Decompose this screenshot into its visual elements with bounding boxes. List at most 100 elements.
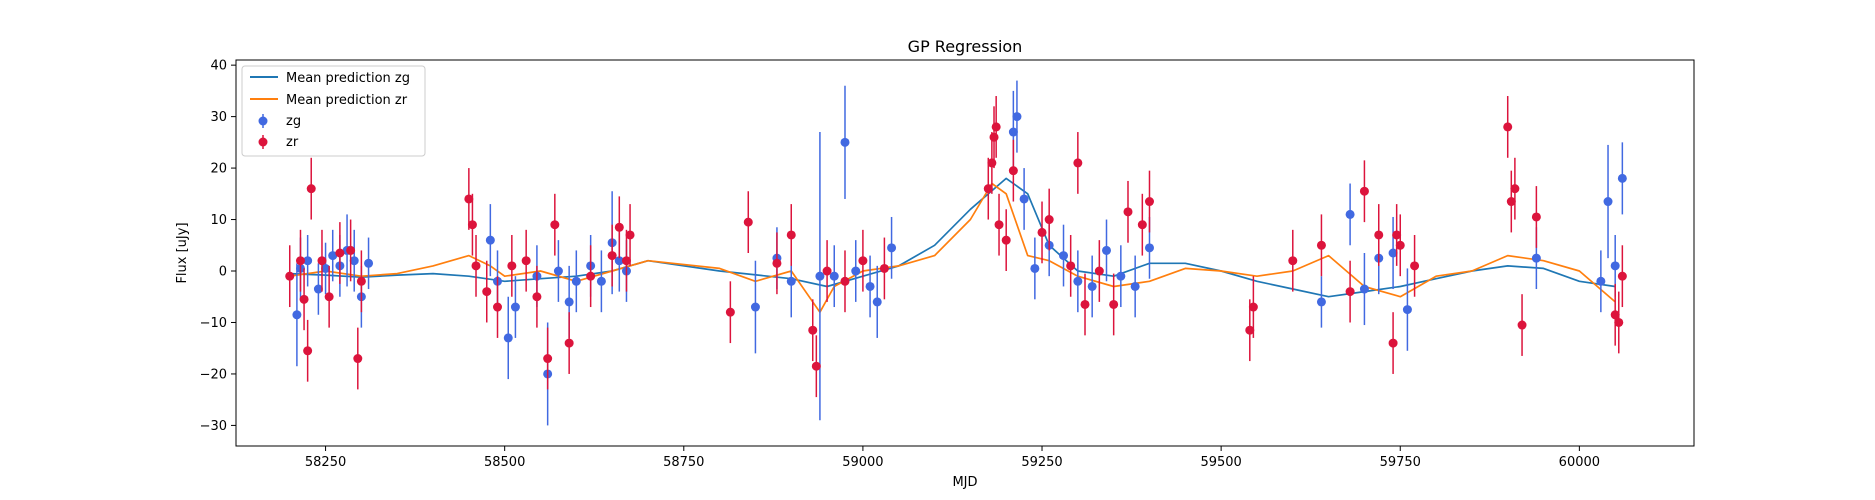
zg-point — [1019, 194, 1029, 204]
zr-point — [625, 230, 635, 240]
zr-point — [1066, 261, 1076, 271]
zr-point — [1037, 227, 1047, 237]
legend-zr-marker — [258, 137, 268, 147]
zr-point — [1316, 240, 1326, 250]
zr-point — [471, 261, 481, 271]
zr-point — [1137, 220, 1147, 230]
zg-point — [596, 276, 606, 286]
zr-point — [786, 230, 796, 240]
zr-point — [1288, 256, 1298, 266]
zg-point — [614, 256, 624, 266]
x-tick-label: 58500 — [484, 455, 525, 470]
zr-point — [1008, 166, 1018, 176]
zg-point — [865, 281, 875, 291]
zr-point — [564, 338, 574, 348]
zg-point — [750, 302, 760, 312]
zr-point — [543, 354, 553, 364]
x-tick-label: 59000 — [842, 455, 883, 470]
zr-point — [532, 292, 542, 302]
zg-point — [1617, 173, 1627, 183]
zg-point — [1073, 276, 1083, 286]
zg-point — [1402, 305, 1412, 315]
zg-point — [503, 333, 513, 343]
zr-point — [1109, 299, 1119, 309]
zr-point — [1044, 215, 1054, 225]
mean-prediction-zg-line — [289, 177, 1616, 298]
zg-point — [553, 266, 563, 276]
zr-point — [1144, 197, 1154, 207]
axes-frame — [235, 59, 1695, 447]
zr-point — [493, 302, 503, 312]
zr-point — [285, 271, 295, 281]
legend-label-zg: zg — [286, 114, 301, 129]
y-tick-label: 20 — [210, 162, 227, 177]
x-tick-label: 58250 — [305, 455, 346, 470]
zr-point — [586, 271, 596, 281]
zr-point — [464, 194, 474, 204]
x-tick-label: 60000 — [1559, 455, 1600, 470]
zr-point — [1531, 212, 1541, 222]
zr-point — [1345, 287, 1355, 297]
zr-point — [989, 132, 999, 142]
zr-point — [1001, 235, 1011, 245]
zg-point — [1008, 127, 1018, 137]
zr-point — [1388, 338, 1398, 348]
legend-label-zr-line: Mean prediction zr — [286, 93, 408, 108]
zg-point — [328, 251, 338, 261]
x-axis-label: MJD — [952, 475, 977, 490]
zg-point — [851, 266, 861, 276]
zr-point — [1123, 207, 1133, 217]
zg-point — [1345, 209, 1355, 219]
zg-point — [1102, 245, 1112, 255]
legend-frame — [241, 65, 426, 157]
zg-point — [786, 276, 796, 286]
zr-point — [994, 220, 1004, 230]
zg-point — [313, 284, 323, 294]
y-tick-label: −20 — [200, 367, 227, 382]
x-tick-label: 59250 — [1021, 455, 1062, 470]
zr-point — [1510, 184, 1520, 194]
zg-point — [815, 271, 825, 281]
zg-point — [1359, 284, 1369, 294]
zr-point — [1610, 310, 1620, 320]
zg-point — [564, 297, 574, 307]
plot-area — [285, 80, 1627, 426]
zr-point — [1503, 122, 1513, 132]
zr-point — [1392, 230, 1402, 240]
x-tick-label: 59750 — [1380, 455, 1421, 470]
zr-point — [811, 361, 821, 371]
zr-point — [295, 256, 305, 266]
x-tick-label: 58750 — [663, 455, 704, 470]
zr-point — [614, 222, 624, 232]
zr-point — [1617, 271, 1627, 281]
zg-point — [1012, 112, 1022, 122]
legend-label-zr: zr — [286, 135, 299, 150]
zr-point — [1073, 158, 1083, 168]
zr-points — [285, 96, 1627, 398]
zr-point — [1374, 230, 1384, 240]
zr-point — [346, 245, 356, 255]
zr-point — [303, 346, 313, 356]
zr-point — [356, 276, 366, 286]
zg-point — [571, 276, 581, 286]
zg-point — [1030, 263, 1040, 273]
y-tick-label: 10 — [210, 213, 227, 228]
zg-point — [1144, 243, 1154, 253]
zr-point — [353, 354, 363, 364]
mean-prediction-zr-line — [289, 182, 1616, 314]
zr-point — [1395, 240, 1405, 250]
x-tick-label: 59500 — [1200, 455, 1241, 470]
zg-point — [349, 256, 359, 266]
zr-point — [858, 256, 868, 266]
zg-point — [872, 297, 882, 307]
zg-point — [1610, 261, 1620, 271]
legend-label-zg-line: Mean prediction zg — [286, 71, 410, 86]
zg-point — [1059, 251, 1069, 261]
y-tick-label: −30 — [200, 419, 227, 434]
zg-point — [829, 271, 839, 281]
zr-point — [987, 158, 997, 168]
zr-point — [324, 292, 334, 302]
zr-point — [306, 184, 316, 194]
zr-point — [507, 261, 517, 271]
chart-title: GP Regression — [908, 37, 1023, 56]
